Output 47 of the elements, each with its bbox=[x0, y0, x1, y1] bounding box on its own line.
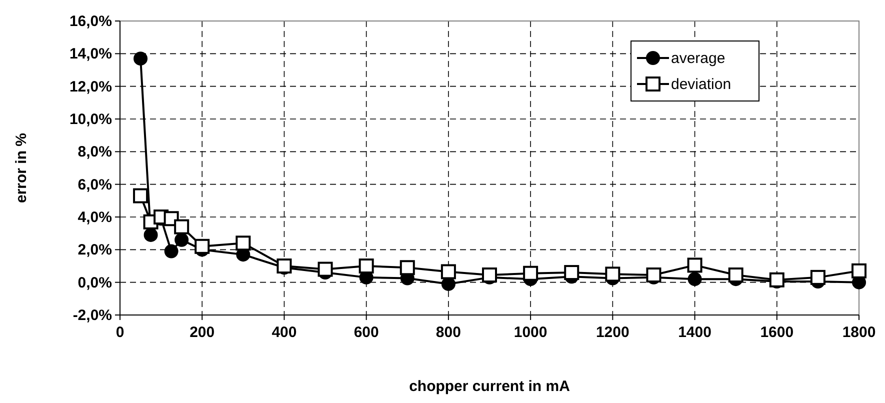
x-tick-label: 0 bbox=[116, 324, 124, 341]
x-tick-label: 600 bbox=[354, 324, 379, 341]
legend-label: average bbox=[671, 50, 726, 67]
point bbox=[164, 244, 178, 258]
y-tick-label: 14,0% bbox=[69, 46, 112, 63]
x-tick-label: 200 bbox=[190, 324, 215, 341]
point bbox=[236, 236, 251, 251]
y-tick-label: 2,0% bbox=[78, 242, 112, 259]
point bbox=[605, 266, 620, 282]
y-tick-label: 12,0% bbox=[69, 78, 112, 96]
point bbox=[728, 267, 744, 282]
y-tick-label: 4,0% bbox=[78, 209, 112, 226]
y-tick-label: -2,0% bbox=[72, 307, 112, 324]
point bbox=[482, 267, 497, 282]
point bbox=[194, 238, 210, 254]
x-tick-label: 1800 bbox=[842, 324, 876, 341]
legend-label: deviation bbox=[671, 76, 732, 93]
x-tick-label: 800 bbox=[436, 324, 461, 341]
point bbox=[318, 262, 333, 277]
point bbox=[133, 188, 148, 204]
x-tick-label: 1400 bbox=[678, 324, 712, 341]
y-tick-label: 16,0% bbox=[69, 13, 112, 30]
point bbox=[646, 267, 662, 282]
point bbox=[134, 52, 148, 66]
x-tick-label: 1600 bbox=[760, 324, 794, 341]
x-tick-label: 400 bbox=[272, 324, 297, 341]
point bbox=[687, 258, 702, 273]
point bbox=[358, 258, 374, 274]
y-tick-label: 0,0% bbox=[78, 274, 112, 292]
point bbox=[174, 219, 190, 234]
x-axis-title: chopper current in mA bbox=[409, 378, 570, 395]
point bbox=[523, 266, 538, 281]
y-tick-label: 10,0% bbox=[69, 111, 112, 128]
point bbox=[564, 265, 580, 280]
y-axis-title: error in % bbox=[13, 132, 30, 204]
x-tick-label: 1200 bbox=[596, 324, 630, 341]
point bbox=[810, 270, 826, 285]
point bbox=[144, 228, 158, 242]
y-tick-label: 8,0% bbox=[78, 144, 112, 161]
x-tick-label: 1000 bbox=[514, 324, 548, 341]
point bbox=[174, 232, 189, 247]
point bbox=[769, 272, 784, 288]
y-tick-label: 6,0% bbox=[78, 176, 112, 194]
point bbox=[852, 263, 866, 278]
point bbox=[440, 264, 456, 280]
point bbox=[688, 272, 702, 286]
point bbox=[400, 260, 415, 276]
